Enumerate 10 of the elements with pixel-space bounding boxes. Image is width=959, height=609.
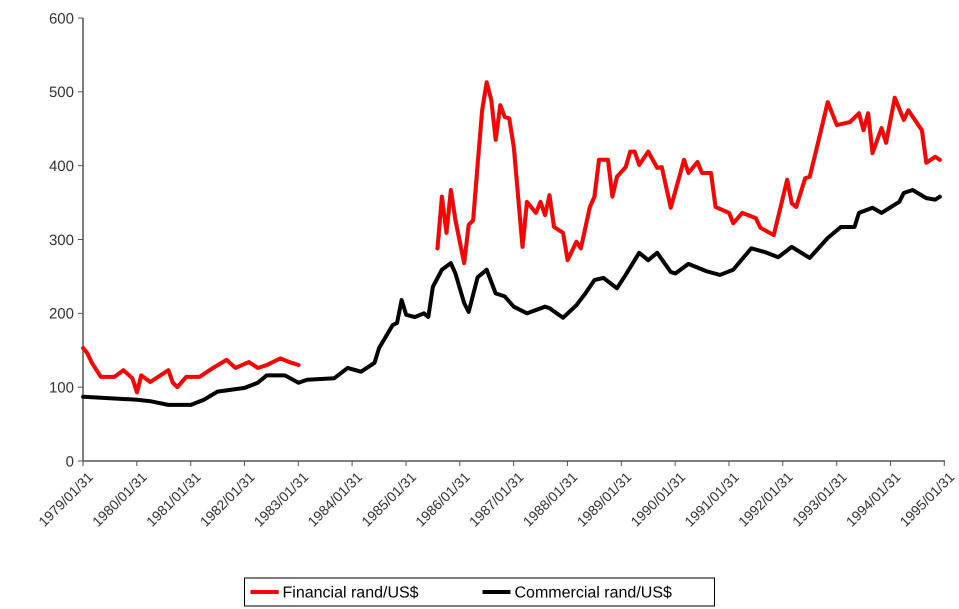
y-tick-label: 500	[48, 84, 74, 102]
y-tick-label: 400	[48, 158, 74, 175]
y-tick-label: 300	[48, 232, 74, 249]
y-tick-label: 200	[48, 306, 74, 323]
y-tick-label: 100	[48, 379, 74, 396]
y-tick-label: 600	[48, 10, 74, 28]
line-series	[81, 188, 942, 407]
legend-label: Financial rand/US$	[282, 584, 419, 602]
legend-label: Commercial rand/US$	[514, 584, 672, 602]
y-tick-label: 0	[66, 453, 74, 470]
